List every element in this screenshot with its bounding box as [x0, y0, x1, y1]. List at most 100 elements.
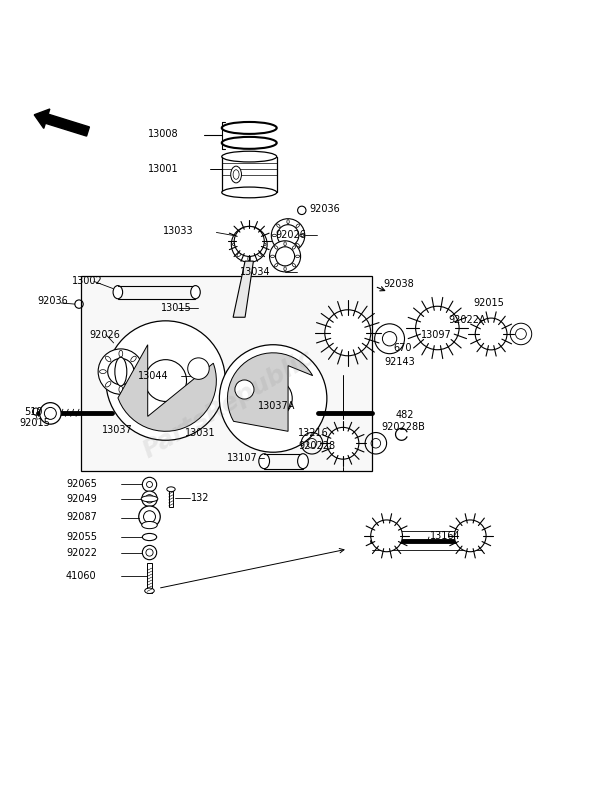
Text: 13008: 13008 [148, 129, 178, 139]
Ellipse shape [272, 234, 277, 236]
Ellipse shape [261, 243, 266, 246]
Text: 13216: 13216 [298, 428, 329, 438]
Bar [147, 563, 152, 593]
Text: 13097: 13097 [421, 330, 452, 340]
Circle shape [238, 234, 260, 255]
Circle shape [145, 495, 154, 503]
Text: 92015: 92015 [473, 298, 504, 308]
Circle shape [107, 359, 134, 385]
Ellipse shape [119, 350, 123, 357]
Text: 670: 670 [393, 343, 412, 353]
Circle shape [98, 349, 143, 394]
Ellipse shape [292, 246, 296, 249]
Circle shape [269, 241, 301, 272]
FancyArrow shape [34, 109, 89, 136]
Text: 132: 132 [191, 493, 210, 503]
Ellipse shape [113, 286, 122, 299]
Circle shape [139, 506, 160, 528]
Text: 13002: 13002 [72, 276, 103, 287]
Ellipse shape [191, 286, 200, 299]
Ellipse shape [131, 382, 136, 387]
Bar [169, 489, 173, 507]
Ellipse shape [119, 386, 123, 392]
Circle shape [254, 379, 292, 418]
Ellipse shape [231, 166, 241, 183]
Ellipse shape [296, 243, 299, 246]
Text: 92026: 92026 [275, 230, 306, 240]
Text: 92049: 92049 [66, 494, 97, 504]
Text: 92022A: 92022A [448, 315, 486, 325]
Circle shape [271, 219, 305, 252]
Circle shape [330, 315, 365, 351]
Circle shape [277, 225, 299, 246]
Text: 13164: 13164 [430, 531, 461, 541]
Ellipse shape [142, 521, 157, 528]
Ellipse shape [233, 170, 239, 179]
Text: 13037: 13037 [102, 425, 133, 435]
Text: 920228: 920228 [298, 441, 335, 451]
Ellipse shape [248, 228, 251, 232]
Text: 13037A: 13037A [258, 400, 296, 411]
Text: 920228B: 920228B [382, 422, 425, 432]
Ellipse shape [257, 253, 262, 257]
Ellipse shape [287, 247, 289, 251]
Ellipse shape [237, 253, 241, 257]
Circle shape [145, 360, 187, 401]
Text: 92038: 92038 [383, 279, 415, 289]
Ellipse shape [106, 356, 111, 362]
Text: 92026: 92026 [90, 330, 121, 340]
Ellipse shape [259, 454, 269, 469]
Text: 13001: 13001 [148, 163, 178, 173]
Ellipse shape [296, 224, 299, 228]
Ellipse shape [237, 232, 241, 236]
Ellipse shape [248, 256, 251, 261]
Circle shape [188, 358, 209, 379]
Circle shape [454, 520, 486, 552]
Ellipse shape [106, 382, 111, 387]
Ellipse shape [296, 255, 300, 257]
Circle shape [142, 491, 157, 506]
Ellipse shape [271, 255, 275, 257]
Circle shape [373, 523, 400, 549]
Ellipse shape [300, 234, 304, 236]
Text: 92055: 92055 [66, 532, 97, 542]
Polygon shape [227, 352, 313, 431]
Circle shape [325, 310, 371, 356]
Circle shape [106, 321, 226, 440]
Circle shape [330, 430, 356, 456]
Ellipse shape [222, 187, 277, 198]
Circle shape [327, 427, 359, 459]
Ellipse shape [277, 224, 280, 228]
Ellipse shape [298, 454, 308, 469]
Circle shape [143, 511, 155, 523]
Circle shape [457, 523, 484, 549]
Text: 13015: 13015 [161, 303, 192, 313]
Ellipse shape [284, 267, 286, 271]
Text: PartsRepublic: PartsRepublic [139, 345, 318, 463]
Text: 13034: 13034 [240, 267, 271, 277]
Ellipse shape [257, 232, 262, 236]
Ellipse shape [274, 264, 278, 267]
Ellipse shape [100, 370, 106, 374]
Polygon shape [233, 261, 253, 317]
Text: 13107: 13107 [227, 453, 258, 463]
Text: 92036: 92036 [309, 203, 340, 214]
Ellipse shape [145, 588, 154, 593]
Polygon shape [118, 345, 217, 431]
Ellipse shape [115, 357, 127, 386]
Ellipse shape [292, 264, 296, 267]
Circle shape [371, 520, 403, 552]
Text: 13044: 13044 [138, 371, 169, 382]
Ellipse shape [287, 220, 289, 224]
Text: 92065: 92065 [66, 480, 97, 490]
Circle shape [234, 226, 264, 257]
Circle shape [479, 322, 503, 346]
Text: 92036: 92036 [37, 296, 68, 306]
Text: 92143: 92143 [384, 357, 415, 367]
Polygon shape [81, 276, 371, 471]
Circle shape [220, 345, 327, 452]
Text: 510: 510 [24, 407, 43, 417]
Ellipse shape [232, 243, 238, 246]
Circle shape [416, 306, 459, 350]
Ellipse shape [136, 370, 142, 374]
